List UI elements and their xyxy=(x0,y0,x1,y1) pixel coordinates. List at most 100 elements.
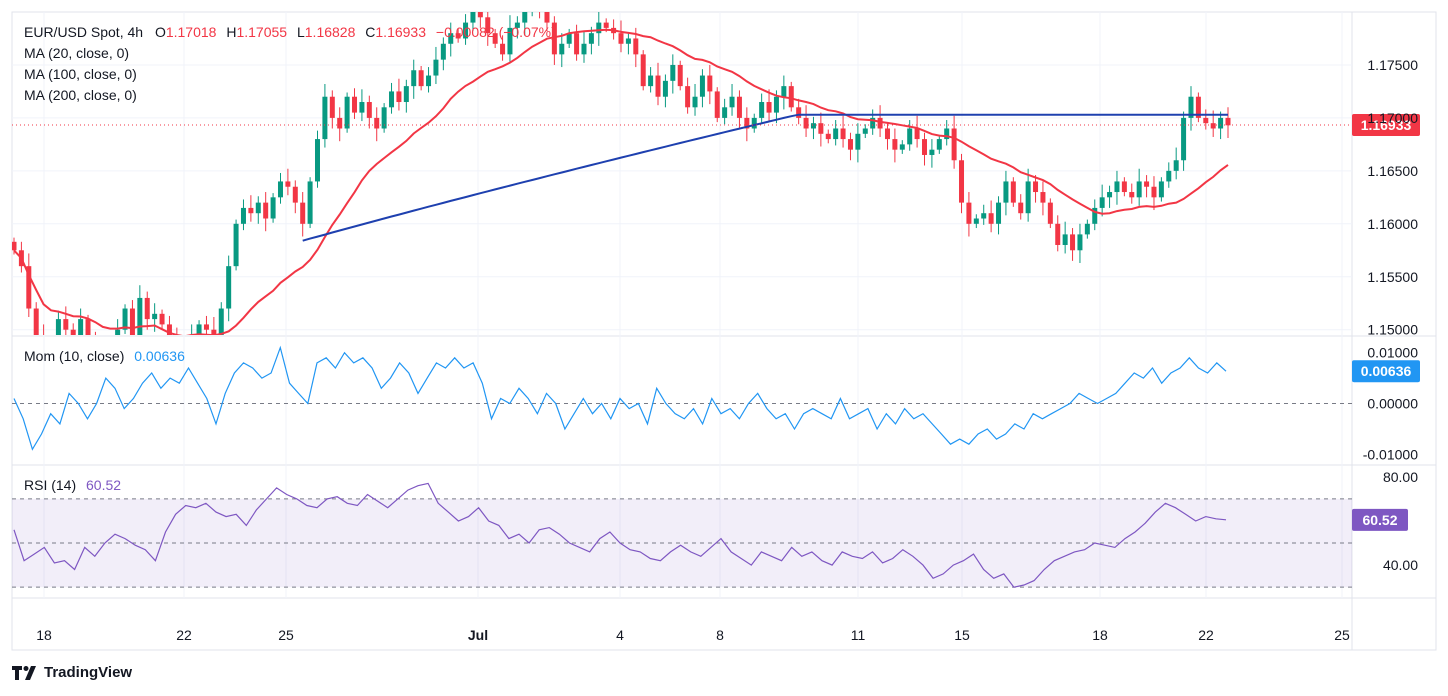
candle-body xyxy=(100,361,105,382)
candle-body xyxy=(1210,123,1216,129)
candle-body xyxy=(588,33,594,44)
candle-body xyxy=(248,207,254,214)
candle-body xyxy=(959,160,965,203)
tradingview-logo-icon xyxy=(12,665,36,680)
rsi-tick-label: 80.00 xyxy=(1383,469,1418,485)
candles xyxy=(12,12,1231,382)
price-legend: EUR/USD Spot, 4h O1.17018 H1.17055 L1.16… xyxy=(24,24,556,40)
ma100-legend: MA (100, close, 0) xyxy=(24,66,137,82)
candle-body xyxy=(152,313,158,320)
candle-body xyxy=(1033,181,1039,193)
candle-body xyxy=(574,33,580,55)
candle-body xyxy=(1121,181,1127,193)
candle-body xyxy=(426,75,432,87)
candle-body xyxy=(344,96,350,129)
candle-body xyxy=(359,102,365,113)
candle-body xyxy=(818,123,824,134)
grid-lines xyxy=(11,11,1437,651)
candle-body xyxy=(951,128,957,161)
candle-body xyxy=(374,117,380,129)
candle-body xyxy=(788,86,794,108)
candle-body xyxy=(1129,192,1135,198)
candle-body xyxy=(411,70,417,87)
candle-body xyxy=(300,202,306,224)
candle-body xyxy=(292,186,298,203)
candle-body xyxy=(714,91,720,118)
x-tick-label: 8 xyxy=(716,627,724,643)
candle-body xyxy=(255,202,261,214)
candle-body xyxy=(1025,181,1031,214)
tradingview-brand[interactable]: TradingView xyxy=(12,664,132,681)
candle-body xyxy=(189,335,194,361)
candle-body xyxy=(936,139,942,150)
candle-body xyxy=(26,266,32,309)
x-tick-label: 22 xyxy=(176,627,192,643)
price-pane: 1.16933 xyxy=(12,12,1420,382)
last-price-label: 1.16933 xyxy=(1361,117,1412,133)
candle-body xyxy=(670,64,676,81)
candle-body xyxy=(907,128,913,145)
candle-body xyxy=(603,22,609,28)
candle-body xyxy=(115,329,121,335)
candle-body xyxy=(1040,192,1046,203)
candle-body xyxy=(825,133,831,140)
candle-body xyxy=(914,128,920,140)
candle-body xyxy=(618,33,624,44)
candle-body xyxy=(1144,181,1150,187)
candle-body xyxy=(1107,192,1113,198)
momentum-tick-label: -0.01000 xyxy=(1363,446,1418,462)
candle-body xyxy=(648,75,654,87)
momentum-line xyxy=(13,345,1227,451)
price-tick-label: 1.16500 xyxy=(1367,163,1418,179)
candle-body xyxy=(159,313,165,325)
candle-body xyxy=(729,96,735,108)
candle-body xyxy=(463,22,469,39)
candle-body xyxy=(522,12,528,23)
candle-body xyxy=(1114,181,1120,193)
candle-body xyxy=(1062,234,1068,245)
candle-body xyxy=(85,319,91,335)
candle-body xyxy=(855,133,861,150)
rsi-badge-label: 60.52 xyxy=(1362,512,1397,528)
momentum-tick-label: 0.01000 xyxy=(1367,345,1418,361)
candle-body xyxy=(1225,117,1231,126)
candle-body xyxy=(677,64,683,87)
rsi-value: 60.52 xyxy=(86,477,122,493)
candle-body xyxy=(1151,186,1157,198)
candle-body xyxy=(685,86,691,108)
candle-body xyxy=(329,96,335,118)
ma20-line xyxy=(13,28,1229,335)
x-tick-label: 25 xyxy=(278,627,294,643)
candle-body xyxy=(633,38,639,55)
candle-body xyxy=(862,128,868,134)
candle-body xyxy=(78,319,84,335)
candle-body xyxy=(551,22,557,55)
candle-body xyxy=(129,308,135,335)
candle-body xyxy=(263,202,269,219)
change-value: −0.00082 (−0.07%) xyxy=(435,24,556,40)
x-tick-label: 18 xyxy=(36,627,52,643)
rsi-tick-label: 40.00 xyxy=(1383,557,1418,573)
rsi-label: RSI (14) xyxy=(24,477,77,493)
candle-body xyxy=(884,128,890,140)
candle-body xyxy=(707,75,713,92)
momentum-tick-label: 0.00000 xyxy=(1367,396,1418,412)
candle-body xyxy=(1055,223,1061,245)
candle-body xyxy=(1010,181,1016,203)
candle-body xyxy=(1173,160,1179,171)
open-value: 1.17018 xyxy=(165,24,217,40)
candle-body xyxy=(973,218,979,224)
candle-body xyxy=(847,139,853,150)
candle-body xyxy=(403,86,409,103)
price-tick-label: 1.17500 xyxy=(1367,57,1418,73)
candle-body xyxy=(625,38,631,44)
candle-body xyxy=(581,43,587,55)
rsi-line xyxy=(13,482,1227,588)
candle-body xyxy=(559,43,565,55)
momentum-pane: 0.00636 xyxy=(12,345,1420,451)
candle-body xyxy=(70,329,76,335)
candle-body xyxy=(566,33,572,44)
high-label: H xyxy=(226,24,237,40)
candle-body xyxy=(1084,223,1090,235)
candle-body xyxy=(211,329,217,335)
